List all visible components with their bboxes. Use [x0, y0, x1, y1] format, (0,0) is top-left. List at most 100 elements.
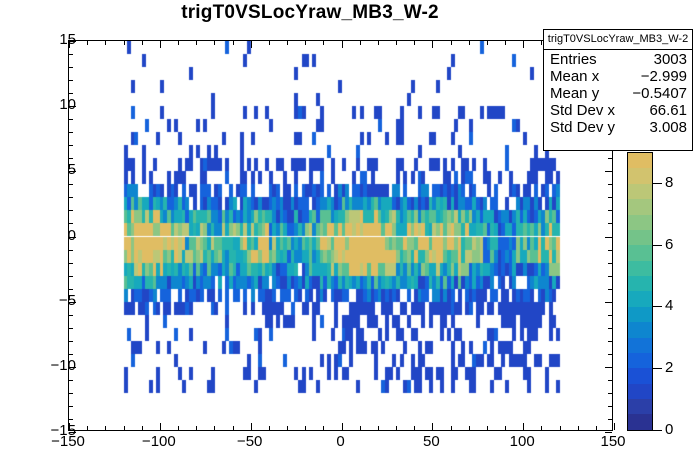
x-tick	[305, 426, 307, 430]
palette-band	[628, 352, 652, 369]
stats-row: Mean x −2.999	[550, 68, 687, 85]
x-tick	[505, 426, 506, 430]
x-tick	[87, 426, 89, 430]
x-tick-top	[468, 41, 470, 45]
y-tick	[69, 379, 73, 381]
y-tick-right	[605, 366, 612, 368]
y-tick-label: −5	[58, 291, 76, 309]
palette-tick-label: 0	[665, 421, 674, 438]
x-tick	[377, 426, 379, 430]
stats-rows: Entries 3003 Mean x −2.999 Mean y −0.5407 Std …	[544, 50, 692, 136]
x-tick-top	[305, 41, 307, 45]
y-tick-right	[608, 184, 612, 186]
palette-band	[628, 368, 652, 384]
y-tick	[69, 262, 73, 264]
palette-band	[628, 168, 652, 184]
y-tick-right	[608, 327, 612, 329]
y-tick	[69, 67, 73, 69]
y-tick-right	[608, 288, 612, 290]
x-tick	[141, 426, 143, 430]
y-tick	[69, 54, 73, 56]
palette-tick	[653, 182, 662, 184]
x-tick	[123, 426, 125, 430]
y-tick	[69, 432, 76, 433]
palette-band	[628, 383, 652, 399]
y-tick-right	[608, 210, 612, 212]
x-tick-top	[505, 41, 506, 45]
y-tick	[69, 353, 73, 355]
palette-band	[628, 322, 652, 338]
y-tick	[69, 249, 73, 251]
y-tick-right	[608, 379, 612, 381]
y-tick	[69, 301, 76, 303]
y-tick	[69, 41, 76, 42]
y-tick-label: 5	[67, 161, 76, 179]
palette-band	[628, 414, 652, 430]
palette-band	[628, 291, 652, 307]
x-tick	[359, 426, 361, 430]
x-tick-top	[432, 41, 434, 48]
page-title: trigT0VSLocYraw_MB3_W-2	[181, 2, 439, 23]
palette-tick	[653, 306, 662, 308]
stats-title: trigT0VSLocYraw_MB3_W-2	[544, 30, 692, 50]
x-tick-label: 100	[509, 433, 535, 450]
x-tick	[396, 426, 397, 430]
palette-tick	[653, 244, 662, 246]
x-tick-top	[105, 41, 107, 45]
y-tick	[69, 106, 76, 108]
stats-value: −2.999	[640, 68, 687, 85]
y-tick	[69, 392, 73, 394]
x-tick	[577, 426, 579, 430]
y-tick-right	[608, 340, 612, 342]
x-tick	[450, 426, 452, 430]
x-tick-top	[377, 41, 379, 45]
x-tick	[414, 426, 416, 430]
x-tick	[341, 423, 343, 430]
x-tick-top	[486, 41, 488, 45]
y-tick-label: −15	[50, 422, 76, 439]
y-tick	[69, 80, 73, 82]
y-tick-right	[608, 314, 612, 316]
y-tick	[69, 132, 73, 134]
x-tick	[595, 426, 597, 430]
x-tick-label: 50	[422, 433, 440, 450]
palette-band	[628, 399, 652, 415]
heatmap-canvas	[69, 41, 612, 430]
stats-value: 3.008	[649, 119, 687, 136]
x-tick	[214, 426, 216, 430]
heatmap-plot-area	[69, 41, 612, 430]
y-tick	[69, 405, 73, 407]
x-tick-top	[159, 41, 161, 48]
stats-key: Mean y	[550, 85, 600, 102]
x-tick-top	[214, 41, 216, 45]
x-tick	[105, 426, 107, 430]
x-tick	[559, 426, 561, 430]
x-tick	[523, 423, 525, 430]
y-tick	[69, 366, 76, 368]
y-tick-right	[608, 275, 612, 277]
x-tick	[287, 426, 288, 430]
palette-band	[628, 229, 652, 246]
x-tick-top	[323, 41, 325, 45]
y-tick	[69, 236, 76, 238]
x-tick-top	[450, 41, 452, 45]
x-tick	[178, 426, 179, 430]
stats-key: Entries	[550, 51, 597, 68]
y-tick-right	[605, 301, 612, 303]
y-tick-right	[608, 262, 612, 264]
x-tick-top	[87, 41, 89, 45]
palette-band	[628, 260, 652, 276]
y-tick-right	[605, 432, 612, 433]
y-tick	[69, 145, 73, 147]
x-tick	[268, 426, 270, 430]
x-tick-label: −100	[141, 433, 176, 450]
palette-band	[628, 276, 652, 292]
stats-key: Std Dev x	[550, 102, 616, 119]
x-tick-top	[196, 41, 198, 45]
x-tick-top	[123, 41, 125, 45]
y-tick-right	[608, 158, 612, 160]
y-tick	[69, 418, 73, 420]
x-tick-label: 0	[336, 433, 345, 450]
y-tick-label: 15	[59, 31, 76, 48]
